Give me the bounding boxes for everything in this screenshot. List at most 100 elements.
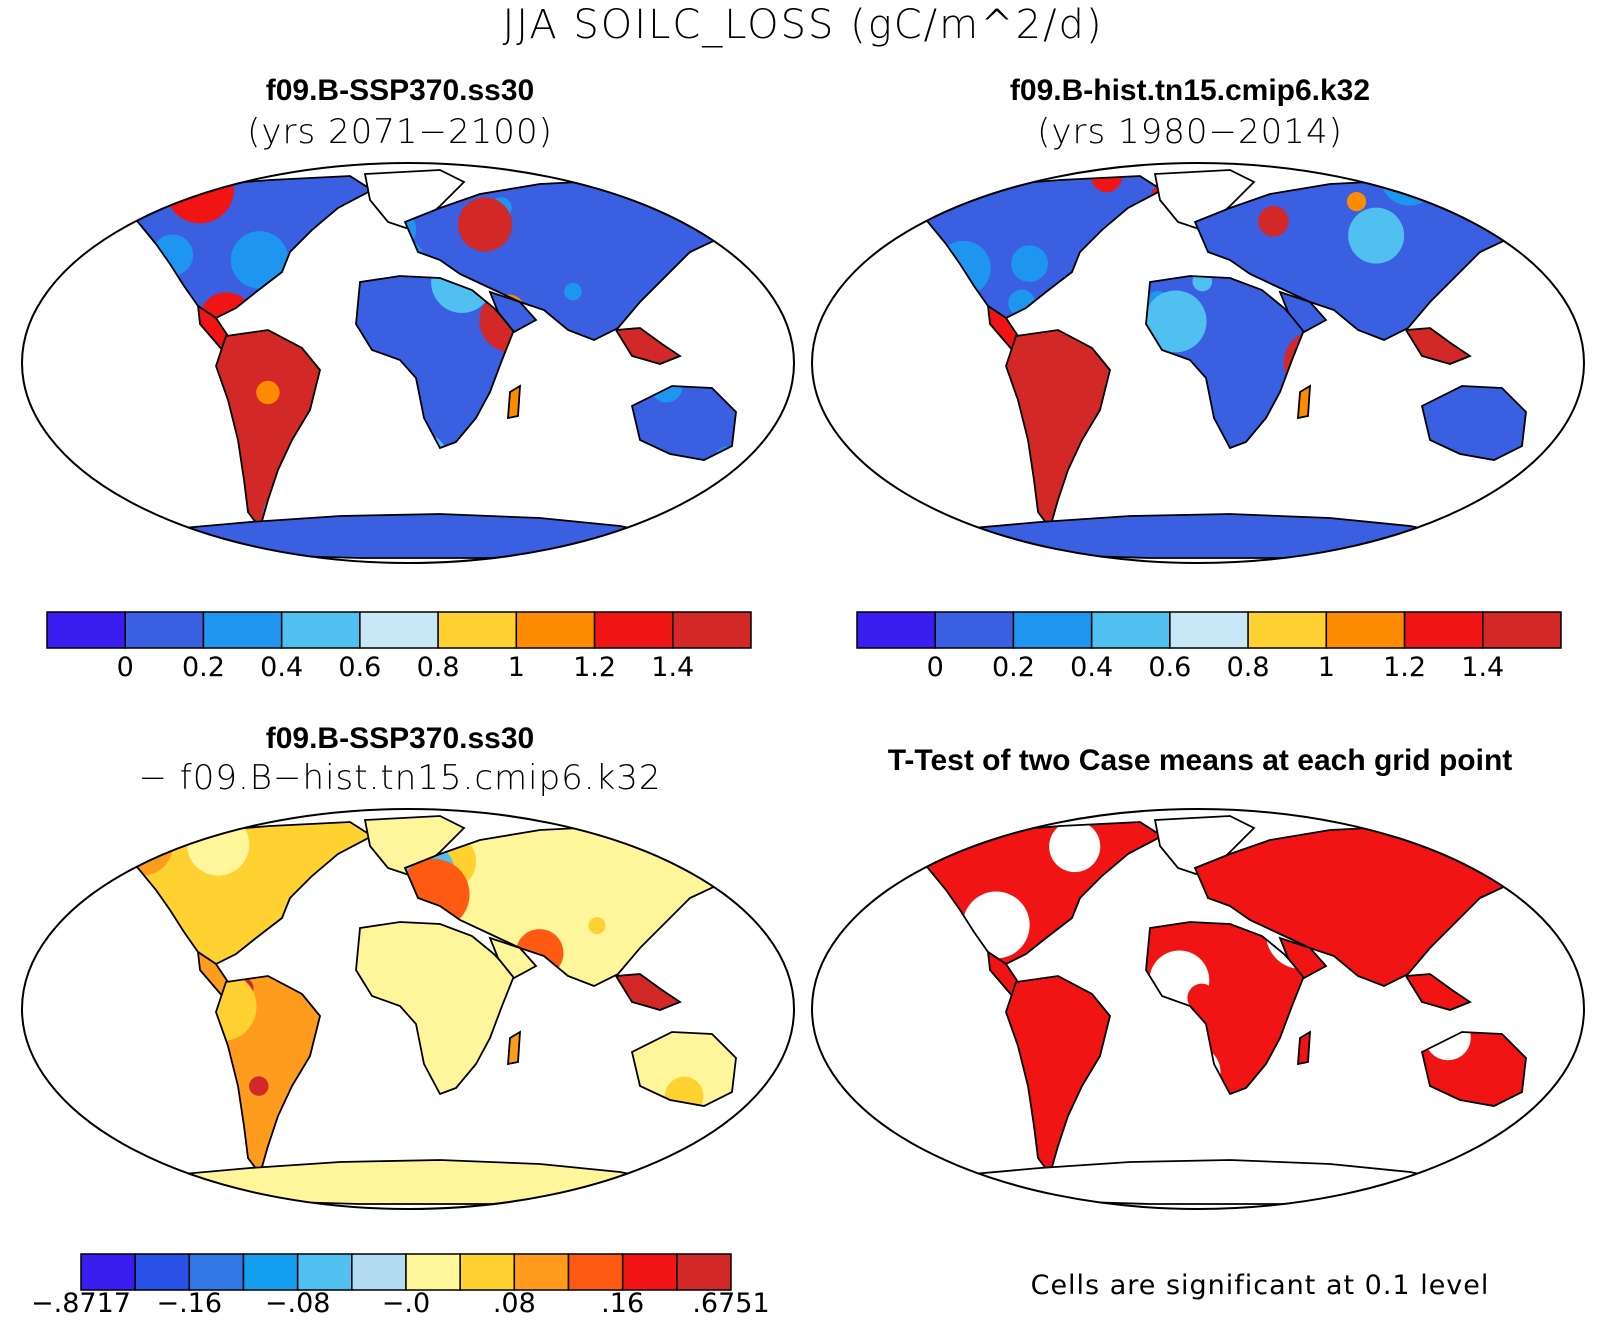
colorbar-tick-label: 0.2 (991, 652, 1035, 683)
field-patch (133, 339, 172, 378)
field-patch (1011, 245, 1048, 283)
field-patch (869, 469, 902, 502)
field-patch (1295, 335, 1304, 387)
land-madagascar (1298, 386, 1310, 418)
field-patch (1446, 161, 1499, 214)
field-patch (307, 1038, 370, 1101)
field-patch (69, 201, 125, 257)
map-border (811, 162, 1585, 564)
field-patch (338, 352, 392, 406)
field-patch (909, 457, 945, 493)
field-patch (428, 1103, 470, 1145)
field-patch (365, 1005, 391, 1032)
field-patch (342, 270, 358, 286)
field-patch (993, 1074, 1028, 1109)
field-patch (1492, 988, 1533, 1029)
colorbar-swatch (351, 1253, 407, 1291)
field-patch (1491, 185, 1509, 203)
field-patch (1529, 337, 1546, 354)
panel-subtitle-diff: − f09.B−hist.tn15.cmip6.k32 (138, 758, 662, 798)
field-patch (1299, 411, 1366, 478)
field-patch (1418, 477, 1479, 538)
field-patch (109, 1037, 141, 1069)
field-patch (850, 272, 905, 327)
land-antarctica (928, 1160, 1470, 1204)
field-patch (59, 334, 101, 376)
colorbar-tick-label: 1 (507, 652, 525, 683)
coastline (1404, 327, 1472, 365)
field-patch (925, 1102, 972, 1149)
field-patch (146, 284, 168, 306)
colorbar-swatch (296, 1253, 353, 1291)
field-patch (588, 917, 606, 935)
colorbar-tick-label: 1.4 (651, 652, 695, 683)
colorbar-hist (856, 611, 1562, 649)
field-patch (906, 822, 933, 856)
field-patch (414, 454, 477, 517)
field-patch (457, 197, 513, 252)
field-patch (723, 357, 741, 375)
field-patch (187, 822, 250, 876)
colorbar-tick-label: 0.4 (260, 652, 304, 683)
field-patch (70, 866, 114, 910)
field-patch (1120, 224, 1159, 263)
field-patch (490, 1022, 553, 1085)
colorbar-swatch (1325, 611, 1406, 649)
field-patch (73, 1040, 145, 1112)
field-patch (906, 1108, 932, 1134)
colorbar-tick-label: −.08 (264, 1288, 331, 1319)
field-patch (906, 242, 931, 267)
field-patch (729, 528, 760, 559)
field-patch (710, 170, 772, 232)
land-antarctica (138, 1160, 680, 1204)
map-border (21, 808, 795, 1210)
field-patch (68, 262, 118, 312)
colorbar-swatch (856, 611, 936, 649)
coastline (1278, 936, 1328, 980)
field-patch (57, 516, 108, 566)
colorbar-tick-label: 0.4 (1070, 652, 1114, 683)
field-patch (1096, 1062, 1122, 1088)
colorbar-swatch (1482, 611, 1562, 649)
field-patch (1138, 1107, 1171, 1140)
field-patch (216, 405, 220, 435)
field-patch (334, 1025, 373, 1064)
field-patch (1132, 876, 1156, 900)
field-patch (365, 1025, 387, 1048)
colorbar-labels-ssp370: 0 0.2 0.4 0.6 0.8 1 1.2 1.4 (46, 652, 752, 688)
field-patch (709, 273, 750, 314)
field-patch (1187, 983, 1217, 1013)
field-patch (1349, 1014, 1380, 1045)
land-antarctica (138, 514, 680, 558)
field-patch (78, 995, 128, 1045)
field-patch (184, 174, 205, 195)
land-europeasia (405, 826, 754, 986)
land-africa (356, 922, 514, 1094)
field-patch (1283, 330, 1304, 396)
colorbar-swatch (202, 611, 283, 649)
field-patch (328, 1114, 347, 1133)
field-patch (1522, 503, 1567, 548)
land-madagascar (508, 1032, 520, 1064)
field-patch (132, 438, 198, 504)
field-patch (139, 976, 190, 1027)
field-patch (1192, 276, 1213, 292)
field-patch (97, 286, 132, 321)
field-patch (230, 231, 289, 289)
field-patch (947, 368, 993, 414)
land-australia (1422, 386, 1526, 460)
field-patch (1171, 458, 1219, 506)
field-patch (871, 287, 895, 311)
field-patch (116, 822, 174, 876)
field-patch (551, 1063, 602, 1114)
field-patch (974, 897, 1027, 950)
map-border (21, 162, 795, 564)
field-patch (200, 1099, 229, 1128)
field-patch (172, 448, 220, 496)
field-patch (339, 390, 409, 460)
field-patch (669, 812, 700, 843)
field-patch (1099, 976, 1110, 982)
field-patch (930, 938, 949, 957)
field-patch (858, 1027, 924, 1093)
field-patch (736, 826, 754, 835)
